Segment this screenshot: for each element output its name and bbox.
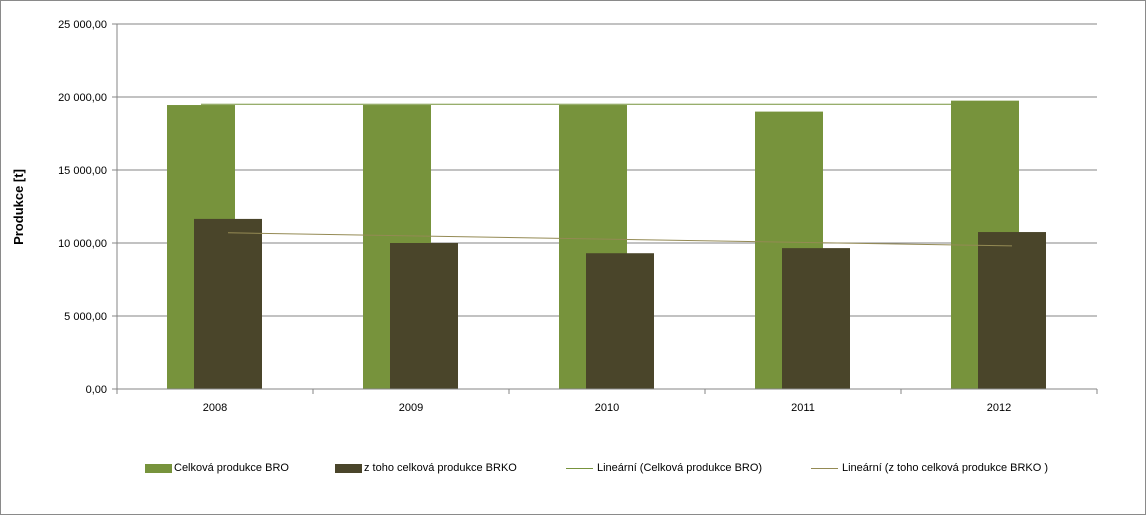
legend-swatch-bro	[145, 463, 172, 473]
x-tick-label: 2010	[595, 402, 619, 414]
legend-item-trend-bro: Lineární (Celková produkce BRO)	[566, 458, 762, 478]
bar-brko-2010	[586, 253, 654, 389]
y-tick-label: 15 000,00	[58, 165, 107, 177]
x-tick-label: 2012	[987, 402, 1011, 414]
legend: Celková produkce BRO z toho celková prod…	[0, 458, 1146, 478]
y-tick-label: 10 000,00	[58, 238, 107, 250]
y-tick-label: 5 000,00	[64, 311, 107, 323]
x-tick-label: 2008	[203, 402, 227, 414]
legend-label-brko: z toho celková produkce BRKO	[364, 462, 517, 474]
legend-item-bro: Celková produkce BRO	[145, 458, 289, 478]
legend-swatch-brko	[335, 463, 362, 473]
bars	[167, 100, 1046, 390]
y-tick-label: 25 000,00	[58, 19, 107, 31]
bar-brko-2008	[194, 218, 262, 389]
bar-brko-2011	[782, 248, 850, 389]
legend-label-trend-brko: Lineární (z toho celková produkce BRKO )	[842, 462, 1049, 474]
legend-line-trend-brko	[811, 467, 838, 469]
legend-label-trend-bro: Lineární (Celková produkce BRO)	[597, 462, 763, 474]
legend-line-trend-bro	[566, 467, 593, 469]
trendlines	[201, 103, 1013, 247]
y-tick-label: 20 000,00	[58, 92, 107, 104]
legend-item-trend-brko: Lineární (z toho celková produkce BRKO )	[811, 458, 1048, 478]
y-tick-label: 0,00	[86, 384, 107, 396]
y-axis-label: Produkce [t]	[11, 169, 26, 245]
bar-brko-2012	[978, 232, 1046, 389]
legend-item-brko: z toho celková produkce BRKO	[335, 458, 517, 478]
x-tick-label: 2009	[399, 402, 423, 414]
y-tick-labels: 0,00 5 000,00 10 000,00 15 000,00 20 000,00 2…	[58, 19, 107, 396]
bar-brko-2009	[390, 243, 458, 389]
legend-label-bro: Celková produkce BRO	[174, 462, 289, 474]
x-tick-labels: 2008 2009 2010 2011 2012	[203, 402, 1011, 414]
trendline-brko	[227, 232, 1013, 247]
axes	[112, 23, 1098, 394]
x-tick-label: 2011	[791, 402, 815, 414]
